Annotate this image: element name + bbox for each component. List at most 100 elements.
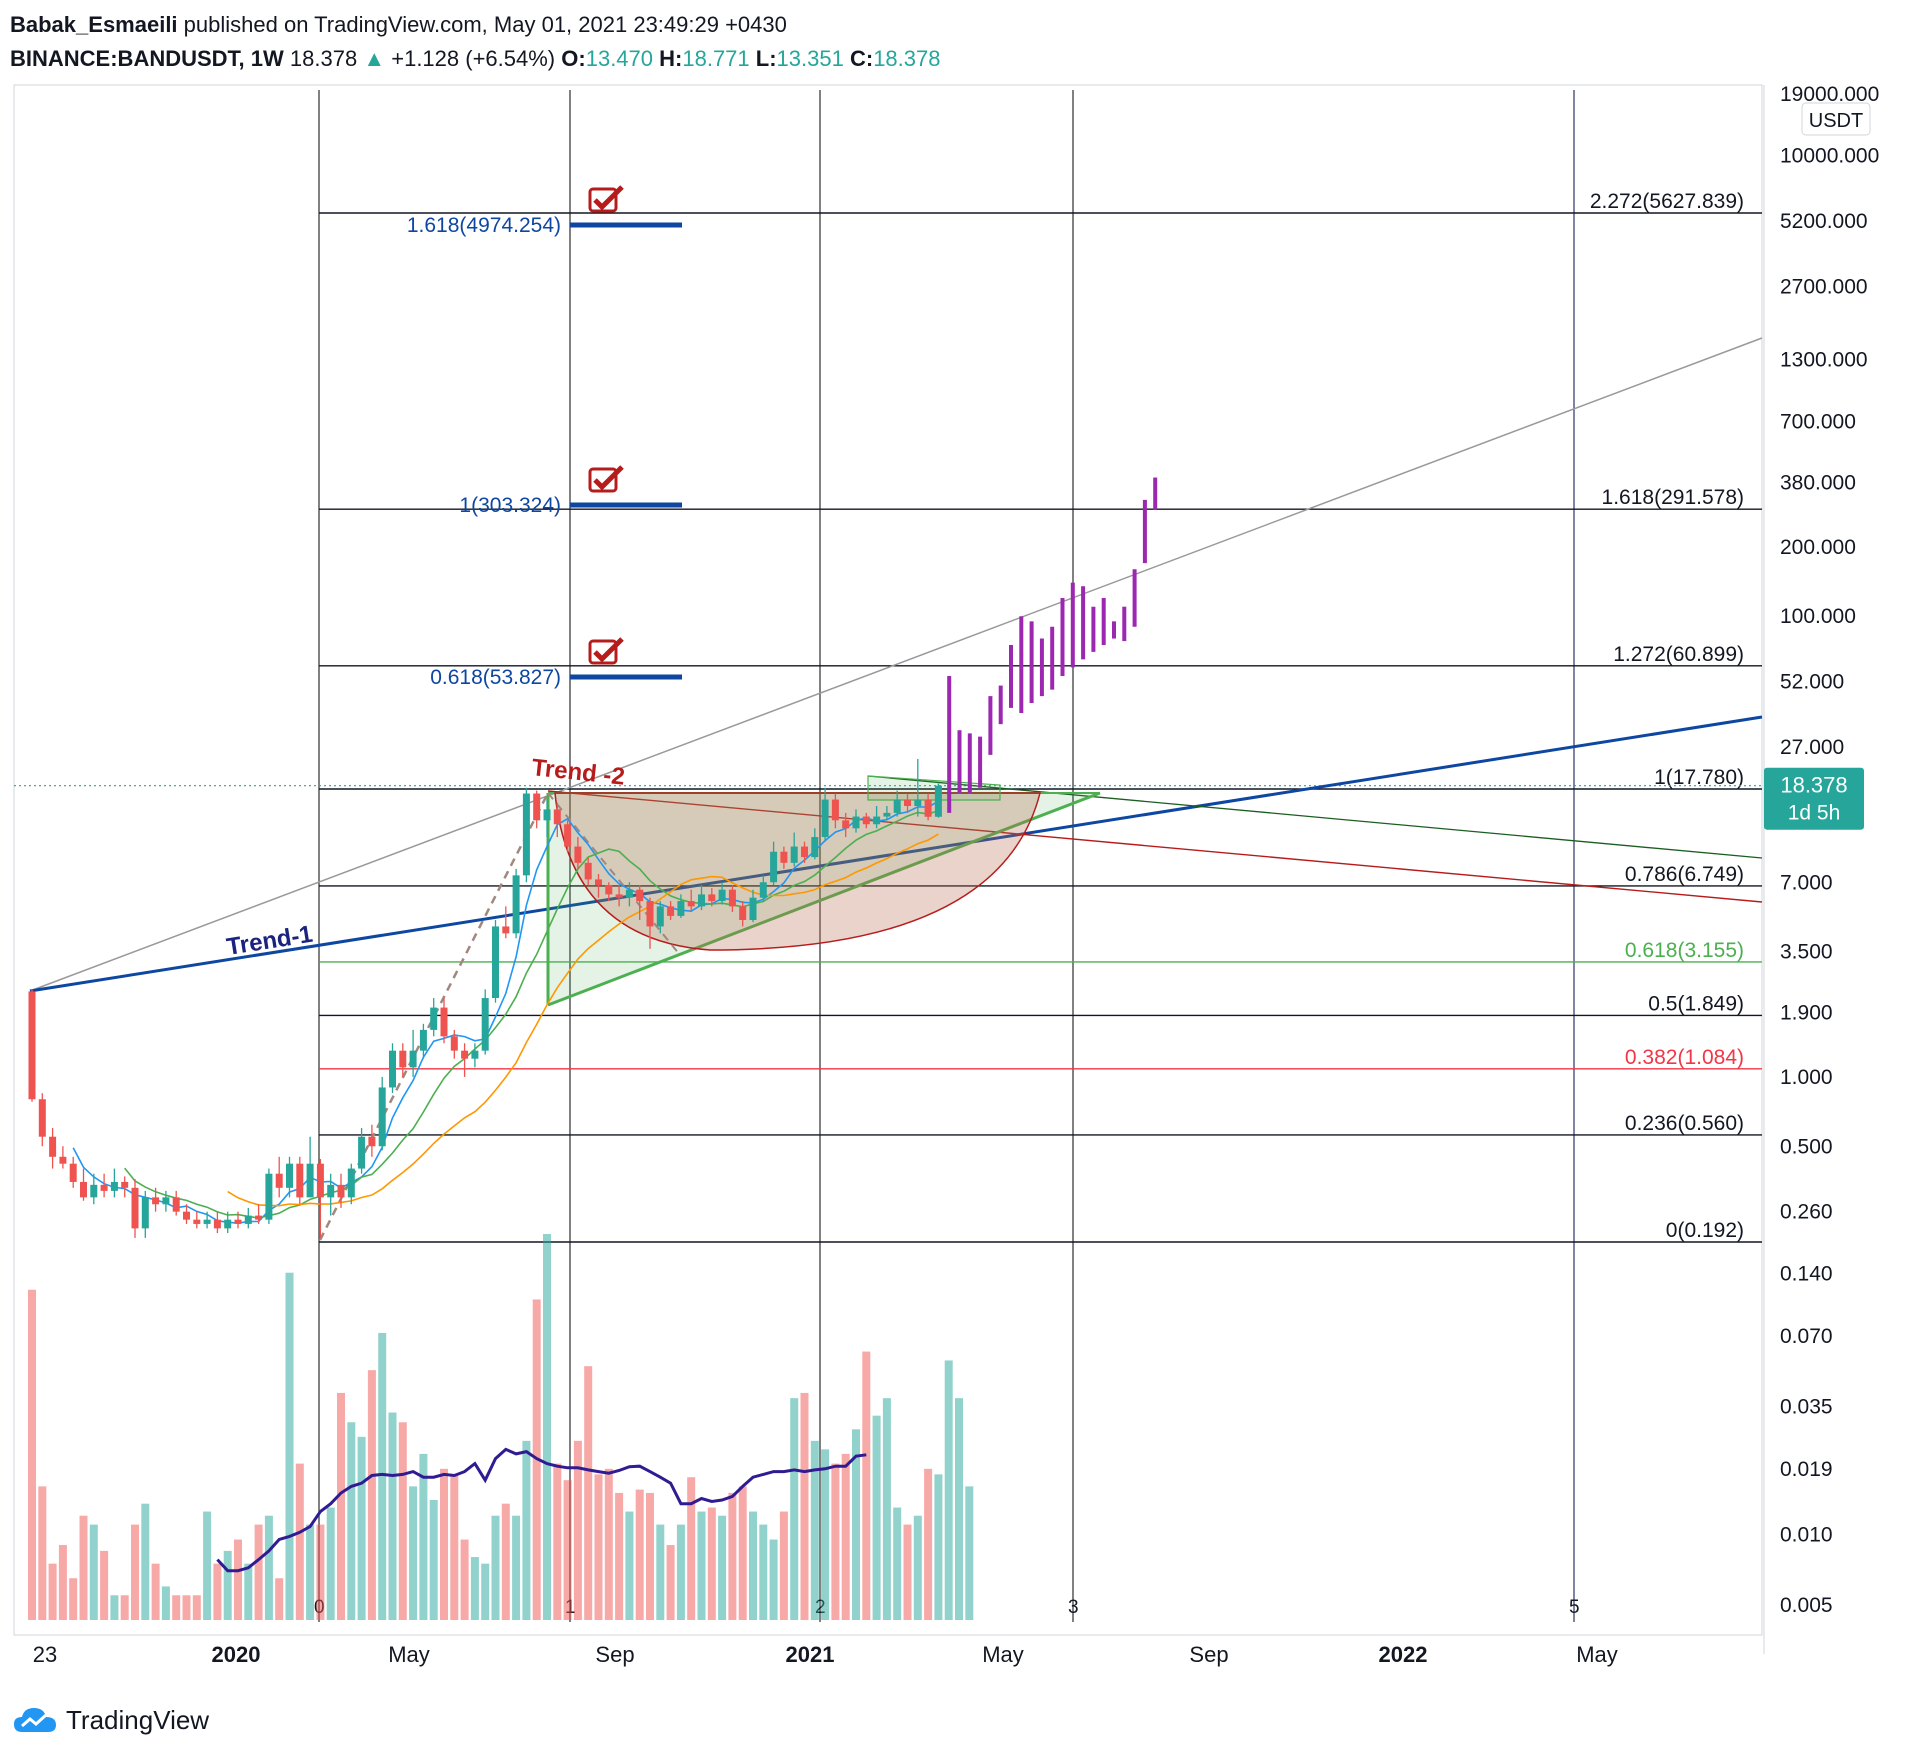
candle-body[interactable] xyxy=(409,1050,417,1068)
candle-body[interactable] xyxy=(131,1187,139,1229)
candle-body[interactable] xyxy=(461,1050,469,1059)
candle-body[interactable] xyxy=(667,906,675,916)
candle-body[interactable] xyxy=(924,799,932,817)
candle-body[interactable] xyxy=(59,1156,67,1164)
candle-body[interactable] xyxy=(811,837,819,858)
candle-body[interactable] xyxy=(656,906,664,927)
candle-body[interactable] xyxy=(646,901,654,927)
candle-body[interactable] xyxy=(862,816,870,825)
candle-body[interactable] xyxy=(49,1136,57,1157)
candle-body[interactable] xyxy=(316,1163,324,1198)
candle-body[interactable] xyxy=(193,1219,201,1224)
candle-body[interactable] xyxy=(347,1168,355,1198)
volume-bar xyxy=(172,1595,181,1620)
candle-body[interactable] xyxy=(440,1007,448,1037)
candle-body[interactable] xyxy=(471,1050,479,1059)
candle-body[interactable] xyxy=(522,793,530,876)
candle-body[interactable] xyxy=(543,809,551,821)
candle-body[interactable] xyxy=(605,885,613,895)
candle-body[interactable] xyxy=(636,889,644,902)
candle-body[interactable] xyxy=(698,894,705,907)
candle-body[interactable] xyxy=(790,846,798,863)
author-name[interactable]: Babak_Esmaeili xyxy=(10,12,178,37)
candle-body[interactable] xyxy=(780,851,788,863)
candle-body[interactable] xyxy=(904,799,911,807)
candle-body[interactable] xyxy=(512,875,520,934)
candle-body[interactable] xyxy=(831,799,839,821)
candle-body[interactable] xyxy=(739,906,747,920)
candle-body[interactable] xyxy=(172,1197,180,1212)
candle-body[interactable] xyxy=(677,901,685,916)
candle-body[interactable] xyxy=(110,1181,118,1191)
candle-body[interactable] xyxy=(873,816,881,825)
candle-body[interactable] xyxy=(553,809,561,825)
candle-body[interactable] xyxy=(213,1219,221,1229)
candle-body[interactable] xyxy=(759,882,767,898)
candle-body[interactable] xyxy=(38,1099,46,1137)
candle-body[interactable] xyxy=(492,926,499,999)
candle-body[interactable] xyxy=(533,793,541,821)
candle-body[interactable] xyxy=(255,1215,263,1220)
volume-bar xyxy=(779,1511,788,1620)
candle-body[interactable] xyxy=(770,851,778,883)
candle-body[interactable] xyxy=(934,785,942,817)
candle-body[interactable] xyxy=(368,1136,376,1147)
candle-body[interactable] xyxy=(574,846,582,863)
candle-body[interactable] xyxy=(430,1007,438,1030)
candle-body[interactable] xyxy=(244,1215,252,1224)
candle-body[interactable] xyxy=(141,1197,149,1229)
candle-body[interactable] xyxy=(749,897,757,920)
candle-body[interactable] xyxy=(69,1163,77,1182)
candle-body[interactable] xyxy=(100,1184,108,1191)
candle-body[interactable] xyxy=(821,799,829,838)
candle-body[interactable] xyxy=(275,1173,283,1188)
candle-body[interactable] xyxy=(728,889,736,907)
chart-header: Babak_Esmaeili published on TradingView.… xyxy=(10,8,1910,76)
candle-body[interactable] xyxy=(842,820,850,829)
candle-body[interactable] xyxy=(399,1050,407,1068)
candle-body[interactable] xyxy=(389,1050,396,1088)
candle-body[interactable] xyxy=(450,1036,458,1051)
volume-bar xyxy=(810,1440,819,1620)
candle-body[interactable] xyxy=(162,1197,170,1205)
green-trend-line xyxy=(867,775,1763,859)
candle-body[interactable] xyxy=(801,846,808,858)
close-label: C: xyxy=(849,46,874,71)
candle-body[interactable] xyxy=(296,1163,304,1198)
candle-body[interactable] xyxy=(625,889,633,898)
candle-body[interactable] xyxy=(852,816,860,829)
candle-body[interactable] xyxy=(615,894,623,898)
cup-pattern xyxy=(554,792,1041,951)
candle-body[interactable] xyxy=(265,1173,273,1220)
currency-box[interactable] xyxy=(1801,102,1871,136)
candle-body[interactable] xyxy=(224,1219,232,1229)
candle-body[interactable] xyxy=(378,1087,386,1147)
candle-body[interactable] xyxy=(584,862,592,880)
candle-body[interactable] xyxy=(914,799,922,807)
candle-body[interactable] xyxy=(687,901,695,907)
candle-body[interactable] xyxy=(121,1181,129,1188)
candle-body[interactable] xyxy=(419,1029,427,1051)
candle-body[interactable] xyxy=(502,926,510,934)
candle-body[interactable] xyxy=(80,1181,87,1198)
candle-body[interactable] xyxy=(337,1184,345,1198)
candle-body[interactable] xyxy=(564,824,572,847)
candle-body[interactable] xyxy=(595,879,602,886)
candle-body[interactable] xyxy=(718,889,726,902)
candle-body[interactable] xyxy=(152,1197,160,1205)
candle-body[interactable] xyxy=(708,894,716,902)
candle-body[interactable] xyxy=(306,1163,314,1198)
candle-body[interactable] xyxy=(481,998,489,1051)
price-tick-label: 10000.000 xyxy=(1780,145,1879,168)
candle-body[interactable] xyxy=(286,1163,293,1188)
candle-body[interactable] xyxy=(327,1184,335,1198)
candle-body[interactable] xyxy=(203,1219,211,1224)
candle-body[interactable] xyxy=(358,1136,366,1169)
candle-body[interactable] xyxy=(90,1184,98,1198)
candle-body[interactable] xyxy=(883,812,891,817)
candle-body[interactable] xyxy=(183,1211,190,1220)
candle-body[interactable] xyxy=(234,1219,242,1224)
candle-body[interactable] xyxy=(28,991,36,1100)
candle-body[interactable] xyxy=(893,799,901,813)
